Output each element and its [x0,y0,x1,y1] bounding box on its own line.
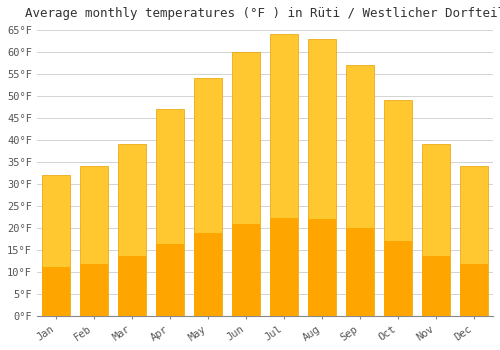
Bar [156,244,184,316]
Bar [346,65,374,316]
Bar [422,145,450,316]
Bar [384,241,412,316]
Bar [194,233,222,316]
Bar [384,100,412,316]
Bar [460,264,488,316]
Bar [232,224,260,316]
Bar [42,175,70,316]
Bar [422,256,450,316]
Bar [270,218,298,316]
Bar [156,109,184,316]
Bar [346,229,374,316]
Bar [194,78,222,316]
Title: Average monthly temperatures (°F ) in Rüti / Westlicher Dorfteil: Average monthly temperatures (°F ) in Rü… [25,7,500,20]
Bar [270,34,298,316]
Bar [308,38,336,316]
Bar [118,145,146,316]
Bar [118,256,146,316]
Bar [460,167,488,316]
Bar [308,219,336,316]
Bar [232,52,260,316]
Bar [80,167,108,316]
Bar [80,264,108,316]
Bar [42,267,70,316]
